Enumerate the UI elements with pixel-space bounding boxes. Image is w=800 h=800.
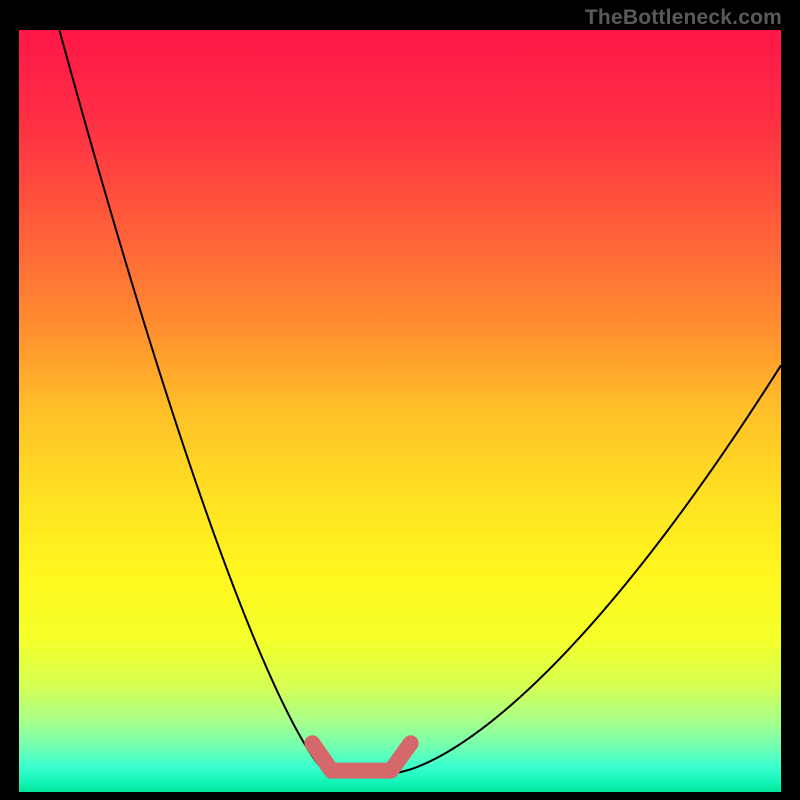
outer-frame: TheBottleneck.com [0, 0, 800, 800]
plot-area [19, 30, 781, 792]
gradient-rect [19, 30, 781, 792]
chart-svg [19, 30, 781, 792]
watermark-text: TheBottleneck.com [585, 6, 782, 30]
